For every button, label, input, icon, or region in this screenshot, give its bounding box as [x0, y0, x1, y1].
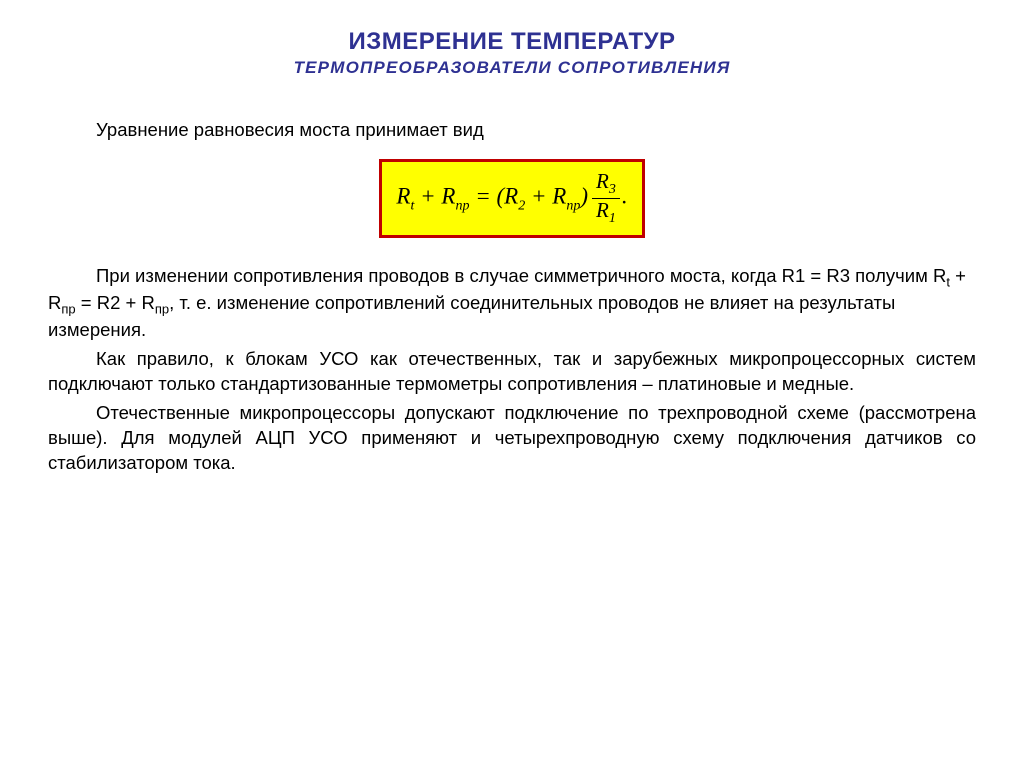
- title-main: ИЗМЕРЕНИЕ ТЕМПЕРАТУР: [48, 28, 976, 56]
- p1-text-d: , т. е. изменение сопротивлений соединит…: [48, 292, 895, 340]
- formula-rt: R: [396, 184, 410, 209]
- formula-rnp2: R: [552, 184, 566, 209]
- formula-rnp1: R: [441, 184, 455, 209]
- formula-container: Rt + Rnp = (R2 + Rnp)R3R1.: [48, 159, 976, 238]
- title-sub: ТЕРМОПРЕОБРАЗОВАТЕЛИ СОПРОТИВЛЕНИЯ: [48, 58, 976, 78]
- paragraph-3: Отечественные микропроцессоры допускают …: [48, 401, 976, 476]
- frac-den-sub: 1: [609, 211, 616, 226]
- frac-num-r: R: [596, 169, 609, 193]
- formula-r2: R: [504, 184, 518, 209]
- formula-rnp2-sub: np: [566, 198, 580, 213]
- frac-num-sub: 3: [609, 182, 616, 197]
- formula-rnp1-sub: np: [455, 198, 469, 213]
- formula-plus2: +: [525, 184, 552, 209]
- paragraph-2: Как правило, к блокам УСО как отечествен…: [48, 347, 976, 397]
- body-text-block: Уравнение равновесия моста принимает вид…: [48, 118, 976, 476]
- formula-close: ): [580, 184, 588, 209]
- p1-sub-pr2: пр: [155, 302, 169, 317]
- formula-period: .: [622, 184, 628, 209]
- p1-text-c: = R2 + R: [76, 292, 155, 313]
- p1-text-a: При изменении сопротивления проводов в с…: [96, 265, 946, 286]
- formula-eq: = (: [469, 184, 504, 209]
- formula-plus1: +: [414, 184, 441, 209]
- formula-box: Rt + Rnp = (R2 + Rnp)R3R1.: [379, 159, 644, 238]
- intro-paragraph: Уравнение равновесия моста принимает вид: [48, 118, 976, 143]
- formula-fraction: R3R1: [592, 170, 620, 227]
- frac-den-r: R: [596, 198, 609, 222]
- paragraph-1: При изменении сопротивления проводов в с…: [48, 264, 976, 343]
- p1-sub-pr1: пр: [61, 302, 75, 317]
